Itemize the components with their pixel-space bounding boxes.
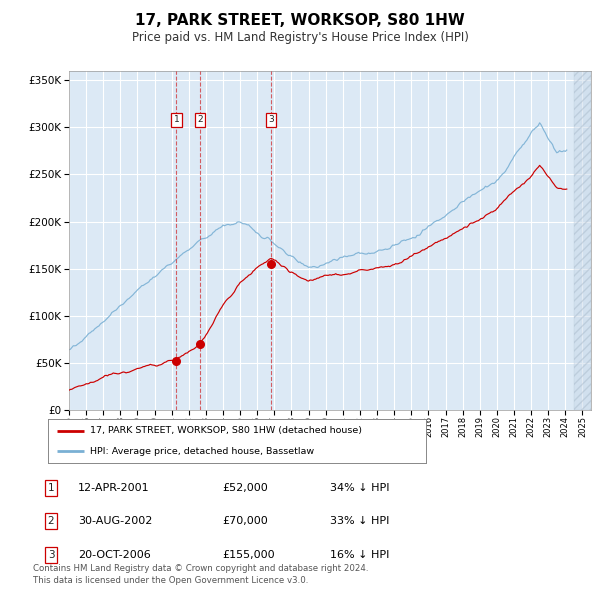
Text: 12-APR-2001: 12-APR-2001 — [78, 483, 149, 493]
Text: 17, PARK STREET, WORKSOP, S80 1HW (detached house): 17, PARK STREET, WORKSOP, S80 1HW (detac… — [89, 427, 362, 435]
Text: 30-AUG-2002: 30-AUG-2002 — [78, 516, 152, 526]
Text: Contains HM Land Registry data © Crown copyright and database right 2024.
This d: Contains HM Land Registry data © Crown c… — [33, 565, 368, 585]
Text: HPI: Average price, detached house, Bassetlaw: HPI: Average price, detached house, Bass… — [89, 447, 314, 455]
Text: 20-OCT-2006: 20-OCT-2006 — [78, 550, 151, 559]
Text: 1: 1 — [47, 483, 55, 493]
Text: Price paid vs. HM Land Registry's House Price Index (HPI): Price paid vs. HM Land Registry's House … — [131, 31, 469, 44]
Text: 1: 1 — [173, 116, 179, 124]
Text: 2: 2 — [197, 116, 203, 124]
Text: £155,000: £155,000 — [222, 550, 275, 559]
Text: 33% ↓ HPI: 33% ↓ HPI — [330, 516, 389, 526]
Text: 2: 2 — [47, 516, 55, 526]
Text: 34% ↓ HPI: 34% ↓ HPI — [330, 483, 389, 493]
Text: £70,000: £70,000 — [222, 516, 268, 526]
Text: 17, PARK STREET, WORKSOP, S80 1HW: 17, PARK STREET, WORKSOP, S80 1HW — [135, 13, 465, 28]
Text: £52,000: £52,000 — [222, 483, 268, 493]
Text: 3: 3 — [268, 116, 274, 124]
Text: 3: 3 — [47, 550, 55, 559]
Text: 16% ↓ HPI: 16% ↓ HPI — [330, 550, 389, 559]
